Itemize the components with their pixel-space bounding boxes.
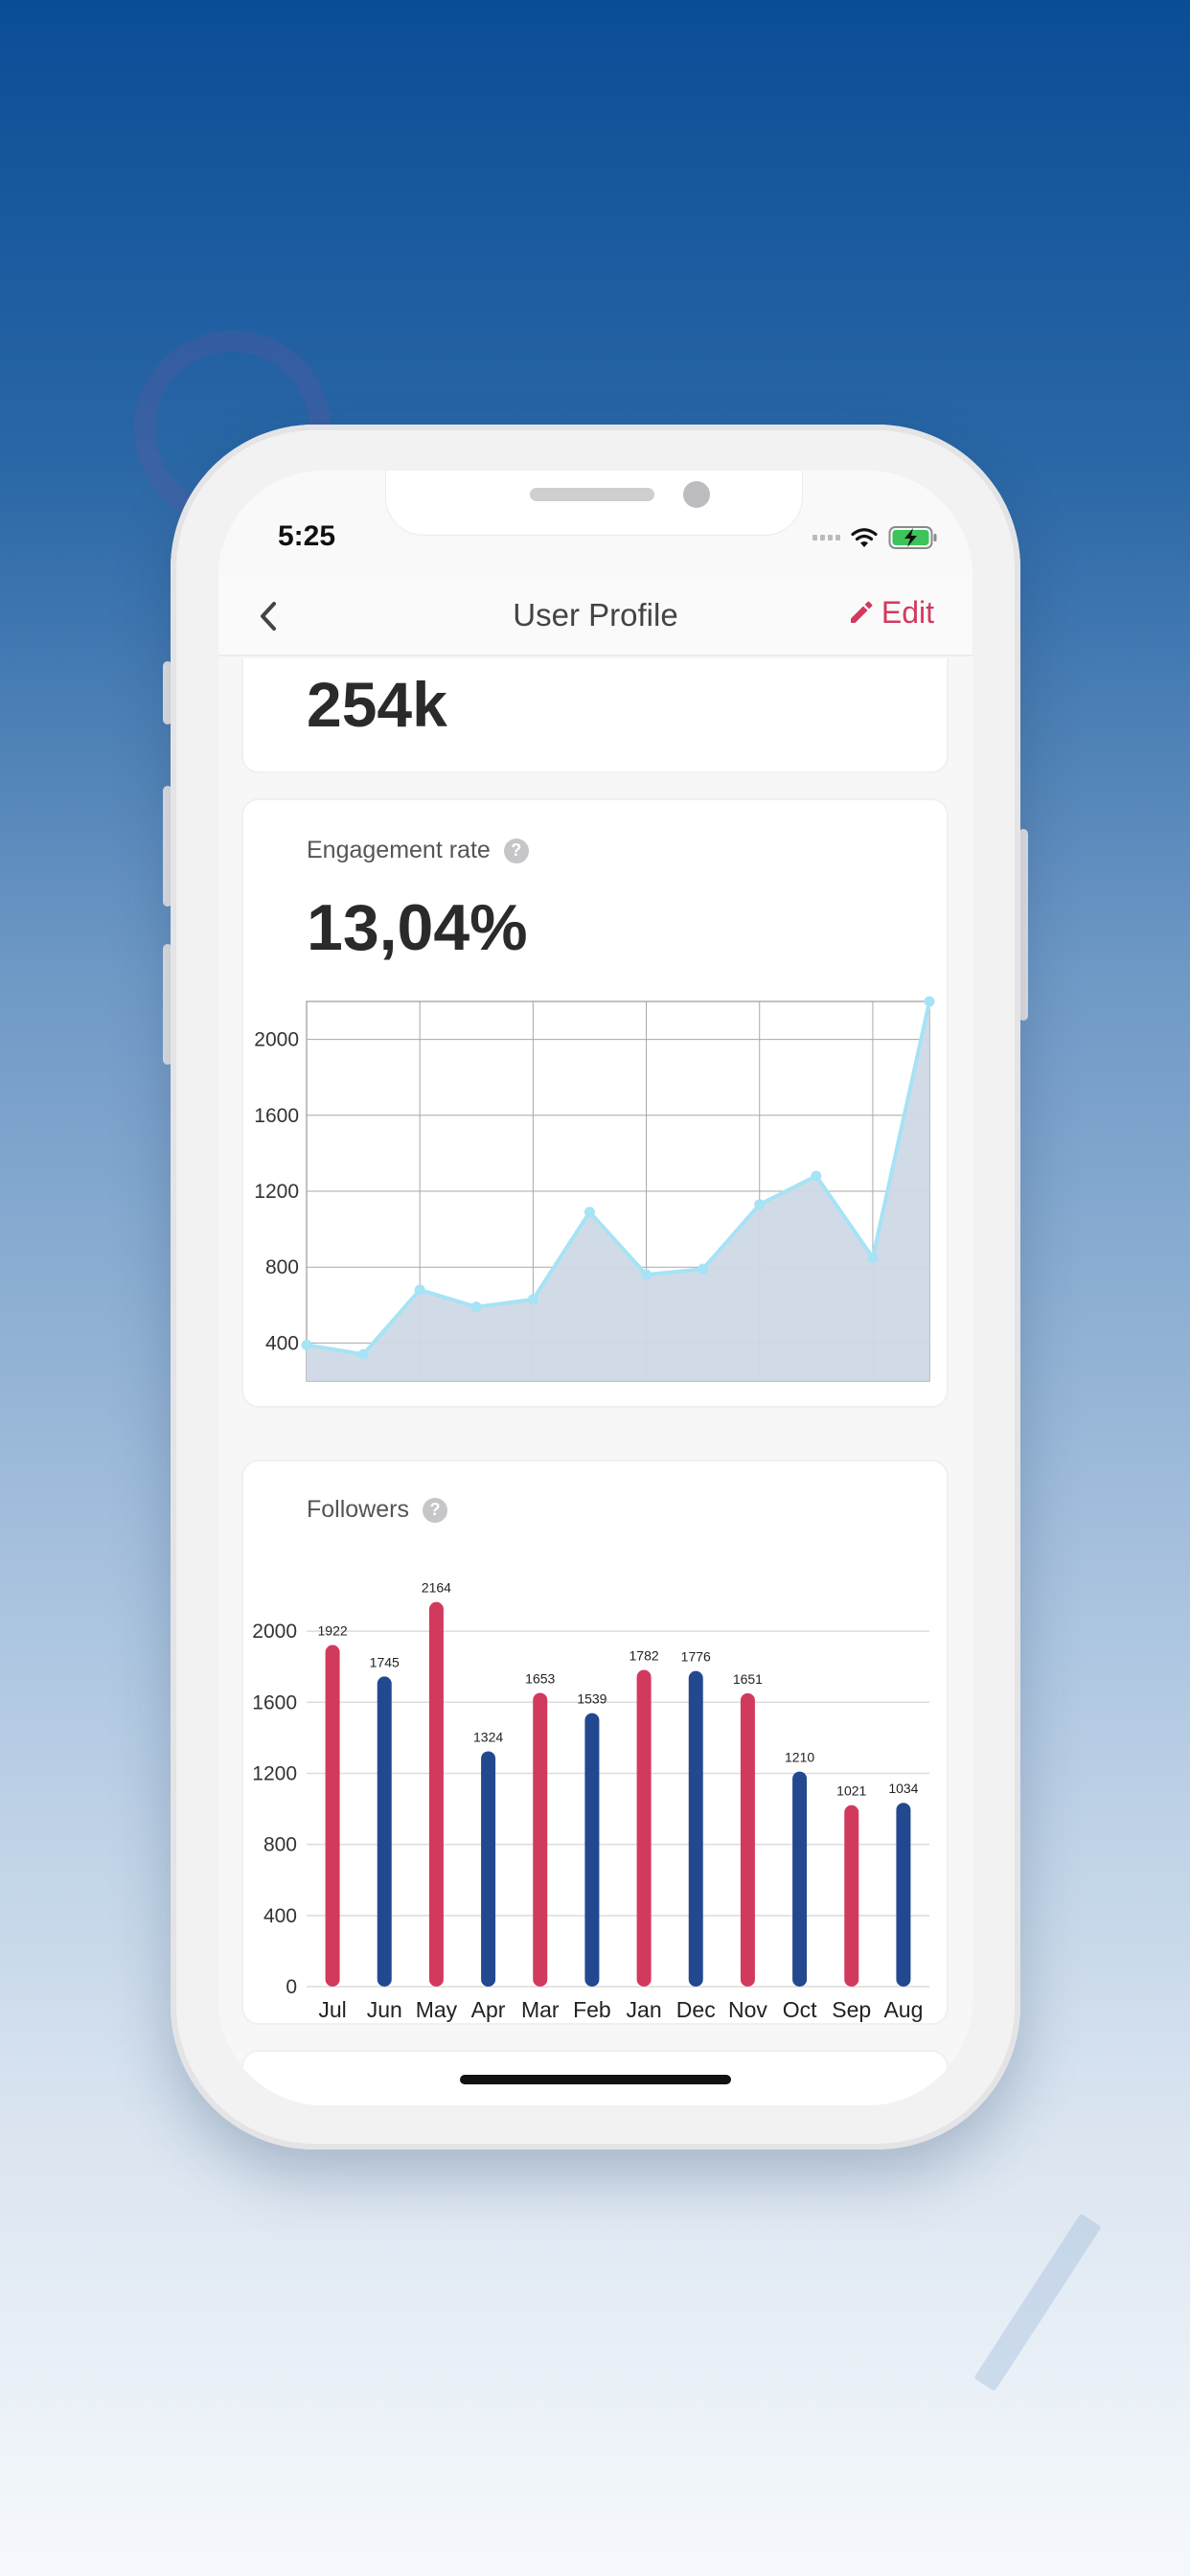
profile-content[interactable]: 254k Engagement rate ? 13,04% 400 800 1200… bbox=[218, 658, 973, 2105]
front-camera bbox=[683, 481, 710, 508]
pencil-icon bbox=[850, 601, 873, 623]
x-tick-label: Aug bbox=[883, 1997, 923, 2022]
status-time: 5:25 bbox=[278, 520, 336, 552]
bar-value-label: 2164 bbox=[422, 1580, 451, 1596]
followers-bar bbox=[584, 1713, 600, 1987]
speaker-grille bbox=[530, 488, 654, 501]
x-tick-label: Jun bbox=[367, 1997, 402, 2022]
engagement-data-point bbox=[867, 1252, 879, 1263]
engagement-rate-value: 13,04% bbox=[307, 891, 528, 964]
engagement-data-point bbox=[414, 1284, 425, 1296]
help-icon[interactable]: ? bbox=[503, 838, 529, 863]
engagement-data-point bbox=[924, 996, 935, 1007]
x-tick-label: Jul bbox=[318, 1997, 346, 2022]
engagement-data-point bbox=[698, 1263, 709, 1275]
bar-value-label: 1745 bbox=[370, 1654, 400, 1669]
bar-value-label: 1922 bbox=[318, 1623, 348, 1639]
followers-bar bbox=[533, 1692, 548, 1987]
y-tick-label: 0 bbox=[286, 1976, 297, 1998]
followers-bar bbox=[792, 1771, 808, 1987]
x-tick-label: Sep bbox=[832, 1997, 871, 2022]
status-icons bbox=[812, 524, 938, 551]
engagement-data-point bbox=[754, 1199, 766, 1210]
followers-bar bbox=[325, 1644, 340, 1987]
engagement-data-point bbox=[301, 1339, 312, 1350]
followers-bar bbox=[377, 1676, 392, 1987]
cellular-signal-icon bbox=[812, 535, 840, 540]
engagement-card: Engagement rate ? 13,04% 400 800 1200 1600 2… bbox=[241, 798, 949, 1408]
bar-value-label: 1782 bbox=[629, 1648, 659, 1664]
bar-value-label: 1653 bbox=[525, 1670, 555, 1686]
bar-value-label: 1539 bbox=[577, 1691, 606, 1707]
navigation-bar: User Profile Edit bbox=[218, 576, 973, 656]
engagement-data-point bbox=[584, 1207, 595, 1218]
followers-bar bbox=[844, 1805, 859, 1987]
followers-card: Followers ? 0 400 800 1200 1600 2000 1922 Jul 17… bbox=[241, 1460, 949, 2025]
phone-volume-down bbox=[163, 944, 172, 1065]
followers-label: Followers ? bbox=[307, 1496, 447, 1524]
x-tick-label: Jan bbox=[627, 1997, 662, 2022]
y-tick-label: 1200 bbox=[252, 1762, 297, 1784]
phone-mute-switch bbox=[163, 661, 172, 724]
x-tick-label: Feb bbox=[573, 1997, 611, 2022]
engagement-label-text: Engagement rate bbox=[307, 837, 491, 863]
followers-bar bbox=[688, 1670, 703, 1987]
back-button[interactable] bbox=[245, 593, 291, 639]
engagement-data-point bbox=[527, 1294, 538, 1305]
x-tick-label: Dec bbox=[676, 1997, 716, 2022]
x-tick-label: Nov bbox=[728, 1997, 767, 2022]
phone-power-button bbox=[1018, 829, 1028, 1021]
y-tick-label: 800 bbox=[265, 1256, 299, 1278]
bar-value-label: 1324 bbox=[473, 1729, 503, 1744]
y-tick-label: 1600 bbox=[254, 1105, 299, 1127]
followers-bar bbox=[896, 1803, 911, 1987]
notch bbox=[385, 471, 803, 536]
y-tick-label: 400 bbox=[265, 1332, 299, 1354]
engagement-area-fill bbox=[307, 1001, 929, 1381]
followers-bar bbox=[636, 1669, 652, 1987]
followers-bar-chart: 0 400 800 1200 1600 2000 1922 Jul 1745 Jun 2164 May… bbox=[252, 1580, 929, 2022]
bar-value-label: 1651 bbox=[733, 1671, 763, 1687]
phone-frame: 5:25 bbox=[171, 425, 1020, 2150]
decorative-stroke bbox=[973, 2213, 1102, 2392]
engagement-data-point bbox=[641, 1269, 652, 1280]
followers-total-value: 254k bbox=[307, 669, 447, 740]
x-tick-label: May bbox=[416, 1997, 458, 2022]
chevron-left-icon bbox=[261, 602, 276, 631]
help-icon[interactable]: ? bbox=[422, 1497, 447, 1523]
bar-value-label: 1776 bbox=[681, 1649, 711, 1665]
engagement-label: Engagement rate ? bbox=[307, 837, 529, 864]
edit-label: Edit bbox=[881, 595, 934, 630]
followers-label-text: Followers bbox=[307, 1496, 409, 1523]
followers-bar bbox=[481, 1751, 496, 1987]
page-title: User Profile bbox=[513, 597, 678, 632]
y-tick-label: 1600 bbox=[252, 1691, 297, 1714]
x-tick-label: Mar bbox=[521, 1997, 560, 2022]
engagement-area-chart: 400 800 1200 1600 2000 bbox=[254, 996, 935, 1382]
y-tick-label: 2000 bbox=[254, 1029, 299, 1051]
bar-value-label: 1034 bbox=[888, 1781, 918, 1796]
engagement-series-line bbox=[306, 1000, 931, 1357]
status-bar: 5:25 bbox=[218, 471, 973, 576]
bar-value-label: 1021 bbox=[836, 1783, 866, 1799]
bar-value-label: 1210 bbox=[785, 1750, 814, 1765]
phone-volume-up bbox=[163, 786, 172, 907]
wifi-icon bbox=[851, 528, 878, 547]
x-tick-label: Apr bbox=[471, 1997, 506, 2022]
y-tick-label: 1200 bbox=[254, 1181, 299, 1203]
engagement-data-point bbox=[357, 1348, 369, 1360]
home-indicator bbox=[460, 2075, 731, 2084]
followers-bar bbox=[428, 1601, 444, 1987]
engagement-data-point bbox=[470, 1301, 482, 1313]
x-tick-label: Oct bbox=[783, 1997, 817, 2022]
y-tick-label: 800 bbox=[263, 1834, 297, 1856]
phone-screen: 5:25 bbox=[218, 471, 973, 2105]
y-tick-label: 400 bbox=[263, 1905, 297, 1927]
edit-button[interactable]: Edit bbox=[847, 595, 934, 631]
battery-charging-icon bbox=[888, 526, 937, 549]
followers-summary-card: 254k bbox=[241, 658, 949, 773]
engagement-data-point bbox=[811, 1170, 822, 1182]
y-tick-label: 2000 bbox=[252, 1621, 297, 1643]
followers-bar bbox=[740, 1692, 755, 1987]
